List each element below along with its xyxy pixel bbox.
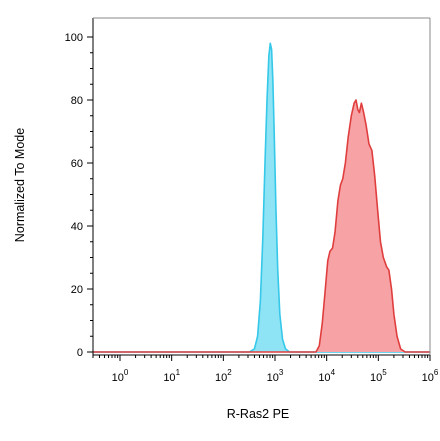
x-tick-label: 103: [267, 368, 284, 384]
y-tick-label: 100: [65, 32, 83, 44]
x-tick-label: 105: [370, 368, 387, 384]
x-tick-label: 100: [112, 368, 129, 384]
y-tick-label: 80: [71, 95, 83, 107]
series-1-line: [93, 99, 430, 353]
y-tick-label: 20: [71, 284, 83, 296]
x-axis-title: R-Ras2 PE: [227, 407, 290, 421]
x-tick-label: 102: [215, 368, 232, 384]
x-tick-label: 106: [422, 368, 439, 384]
x-tick-label: 101: [163, 368, 180, 384]
x-tick-label: 104: [318, 368, 335, 384]
tick-layer: 0 20 40 60 80 100 100 101 102 103 104 105 106: [65, 32, 439, 384]
y-tick-label: 0: [77, 347, 83, 359]
y-tick-label: 40: [71, 221, 83, 233]
y-axis-title: Normalized To Mode: [13, 128, 27, 242]
series-layer: [93, 42, 430, 353]
series-0-line: [93, 42, 430, 353]
y-tick-label: 60: [71, 158, 83, 170]
axis-layer: [92, 17, 431, 356]
